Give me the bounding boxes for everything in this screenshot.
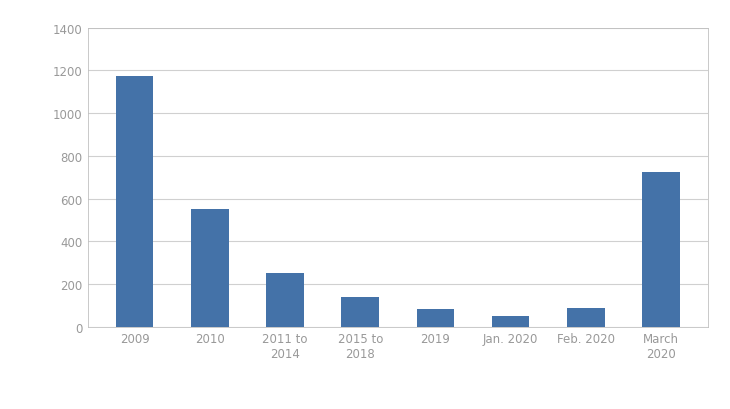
Bar: [116, 76, 153, 327]
Bar: [642, 172, 680, 327]
Bar: [567, 308, 604, 327]
Bar: [417, 310, 454, 327]
Bar: [492, 316, 529, 327]
Bar: [342, 297, 379, 327]
Bar: [266, 273, 304, 327]
Bar: [191, 210, 228, 327]
